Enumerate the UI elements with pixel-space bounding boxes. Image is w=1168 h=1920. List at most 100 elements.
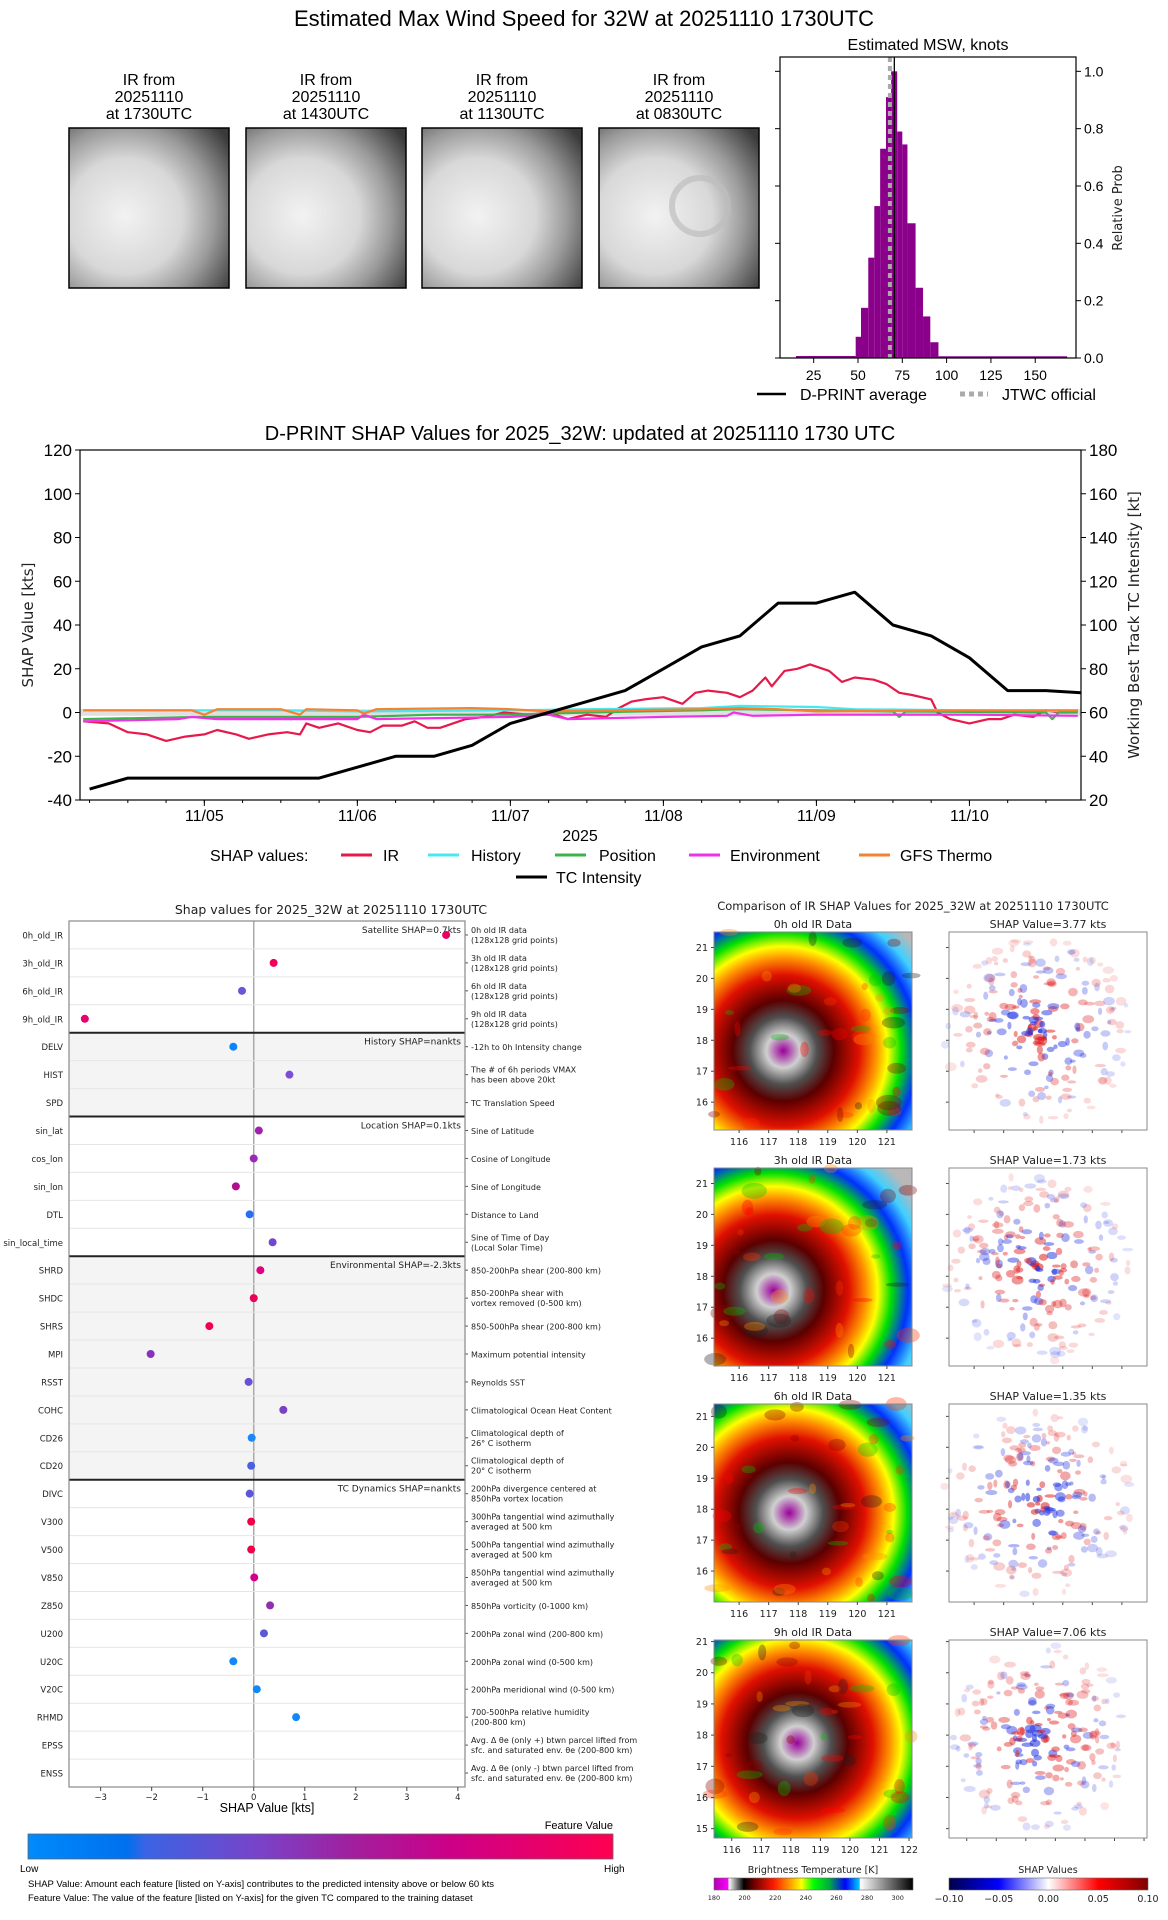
- shap-blob: [1047, 1003, 1060, 1010]
- description-line: 850hPa vorticity (0-1000 km): [471, 1602, 588, 1611]
- cloud-texture: [835, 1322, 844, 1338]
- shap-blob: [1051, 1533, 1062, 1541]
- shap-blob: [1091, 1441, 1101, 1448]
- x-tick-label: 11/05: [185, 808, 224, 825]
- cloud-texture: [847, 1735, 862, 1740]
- shap-blob: [1110, 1257, 1118, 1263]
- shap-blob: [1020, 1323, 1026, 1332]
- cloud-texture: [704, 1353, 727, 1366]
- shap-blob: [996, 1416, 1007, 1422]
- shap-blob: [1067, 948, 1076, 955]
- shap-blob: [1012, 1547, 1018, 1556]
- ir-colorbar-tick: 300: [891, 1894, 903, 1902]
- shap-blob: [1062, 1588, 1067, 1595]
- shap-blob: [1003, 1454, 1014, 1462]
- shap-blob: [985, 1716, 995, 1723]
- shap-blob: [1067, 1562, 1076, 1567]
- cloud-texture: [819, 1707, 835, 1716]
- shap-blob: [1000, 1671, 1008, 1680]
- shap-blob: [1094, 1000, 1106, 1007]
- shap-blob: [1120, 1061, 1126, 1067]
- shap-blob: [1088, 1246, 1100, 1252]
- thumbnail-label-line3: at 0830UTC: [636, 106, 722, 123]
- lat-tick-label: 18: [696, 1505, 708, 1516]
- shap-blob: [1071, 1494, 1082, 1500]
- cloud-texture: [868, 973, 883, 987]
- x-tick-label: 75: [895, 367, 911, 383]
- lon-tick-label: 121: [878, 1609, 896, 1620]
- shap-blob: [1047, 1425, 1054, 1432]
- shap-blob: [1028, 955, 1036, 964]
- description-line: (128x128 grid points): [471, 936, 558, 945]
- shap-blob: [1028, 1061, 1039, 1067]
- shap-blob: [1011, 1338, 1022, 1347]
- shap-blob: [1045, 1705, 1055, 1715]
- shap-point-cos_lon: [249, 1154, 258, 1163]
- shap-blob: [1033, 975, 1040, 979]
- shap-blob: [994, 1583, 1007, 1588]
- cloud-texture: [890, 1791, 910, 1804]
- shap-blob: [1077, 1323, 1087, 1328]
- feature-description: Sine of Time of Day (Local Solar Time): [471, 1233, 550, 1252]
- shap-blob: [1063, 1691, 1074, 1700]
- shap-blob: [1033, 1754, 1042, 1761]
- shap-blob: [1039, 1115, 1044, 1125]
- shap-blob: [1005, 1234, 1014, 1239]
- colorbar-title: Feature Value: [545, 1820, 613, 1832]
- cloud-texture: [887, 1107, 902, 1116]
- ir-panel-title: 3h old IR Data: [774, 1154, 852, 1167]
- shap-blob: [996, 1263, 1003, 1269]
- shap-blob: [1036, 1045, 1043, 1055]
- shap-blob: [991, 1270, 1001, 1279]
- group-label: History SHAP=nankts: [364, 1038, 461, 1048]
- shap-blob: [986, 1787, 993, 1794]
- lon-tick-label: 118: [789, 1373, 807, 1384]
- shap-blob: [1047, 1333, 1059, 1342]
- cloud-texture: [884, 1339, 897, 1349]
- cloud-texture: [743, 1321, 766, 1331]
- cloud-texture: [710, 1305, 737, 1322]
- legend-label-tc-intensity: TC Intensity: [556, 870, 641, 887]
- shap-blob: [1019, 1187, 1024, 1192]
- shap-blob: [1060, 1532, 1067, 1540]
- cloud-texture: [838, 1678, 848, 1695]
- cloud-texture: [785, 1700, 810, 1707]
- shap-blob: [1091, 978, 1101, 987]
- shap-blob: [960, 1778, 966, 1783]
- feature-description: Distance to Land: [471, 1211, 539, 1220]
- shap-blob: [995, 1256, 1000, 1266]
- shap-blob: [1099, 1299, 1112, 1304]
- shap-blob: [1094, 1267, 1100, 1273]
- shap-blob: [1065, 1520, 1075, 1527]
- shap-blob: [1009, 1445, 1020, 1451]
- shap-blob: [1051, 1035, 1057, 1040]
- lon-tick-label: 117: [752, 1845, 770, 1856]
- shap-blob: [1080, 1202, 1088, 1208]
- shap-blob: [990, 1804, 1001, 1811]
- shap-blob: [1000, 1009, 1011, 1016]
- shap-blob: [1032, 1422, 1041, 1427]
- shap-blob: [1082, 1288, 1092, 1298]
- cloud-texture: [773, 1828, 793, 1836]
- shap-blob: [1120, 1527, 1129, 1531]
- x-tick-label: 1: [302, 1793, 307, 1803]
- description-line: Cosine of Longitude: [471, 1155, 551, 1164]
- thumbnail-label-line2: 20251110: [115, 89, 184, 106]
- shap-blob: [952, 1229, 962, 1238]
- y-tick-right-label: 20: [1089, 791, 1108, 810]
- shap-blob: [1025, 1758, 1035, 1763]
- lat-tick-label: 17: [696, 1067, 708, 1078]
- y-tick-label: 60: [53, 572, 72, 591]
- shap-blob: [1122, 1529, 1128, 1535]
- feature-description: 850-200hPa shear (200-800 km): [471, 1267, 601, 1276]
- shap-blob: [1026, 1502, 1036, 1508]
- shap-blob: [1005, 1481, 1011, 1489]
- shap-blob: [1041, 1010, 1053, 1016]
- shap-blob: [950, 1744, 960, 1750]
- cloud-texture: [763, 1252, 785, 1260]
- shap-blob: [979, 1242, 989, 1249]
- shap-blob: [1072, 1330, 1079, 1335]
- shap-blob: [1005, 1676, 1014, 1685]
- shap-blob: [1021, 1229, 1033, 1235]
- ir-axes-frame: [713, 931, 913, 1131]
